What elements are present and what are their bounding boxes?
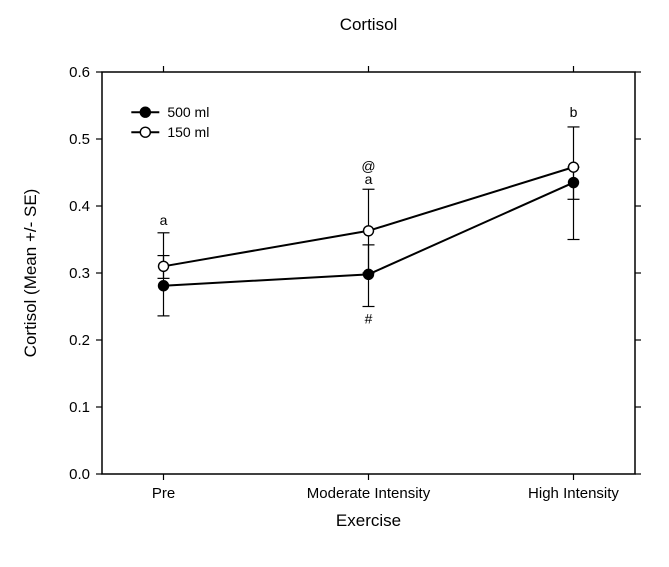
annotation: b [570,104,578,120]
data-marker [364,269,374,279]
annotation: a [365,171,373,187]
x-tick-label: Pre [152,485,175,502]
y-tick-label: 0.6 [69,64,90,81]
x-tick-label: Moderate Intensity [307,485,431,502]
data-marker [569,178,579,188]
legend-label: 500 ml [167,104,209,120]
x-tick-label: High Intensity [528,485,619,502]
annotation: a [160,212,168,228]
chart-container: Cortisol 0.0 0.1 0.2 0.3 0.4 0.5 0.6 Pre Moderate… [0,0,669,567]
data-marker [569,162,579,172]
y-tick-label: 0.2 [69,332,90,349]
legend-marker-icon [140,107,150,117]
data-marker [159,281,169,291]
y-tick-label: 0.5 [69,131,90,148]
data-marker [364,226,374,236]
y-tick-label: 0.3 [69,265,90,282]
y-tick-label: 0.1 [69,399,90,416]
y-tick-label: 0.0 [69,466,90,483]
annotation: # [365,310,373,326]
data-marker [159,261,169,271]
chart-title: Cortisol [340,15,398,34]
legend-label: 150 ml [167,124,209,140]
legend-marker-icon [140,127,150,137]
chart-bg [0,0,669,567]
x-axis-label: Exercise [336,511,401,530]
y-tick-label: 0.4 [69,198,90,215]
chart-svg: Cortisol 0.0 0.1 0.2 0.3 0.4 0.5 0.6 Pre Moderate… [0,0,669,567]
y-axis-label: Cortisol (Mean +/- SE) [21,189,40,358]
